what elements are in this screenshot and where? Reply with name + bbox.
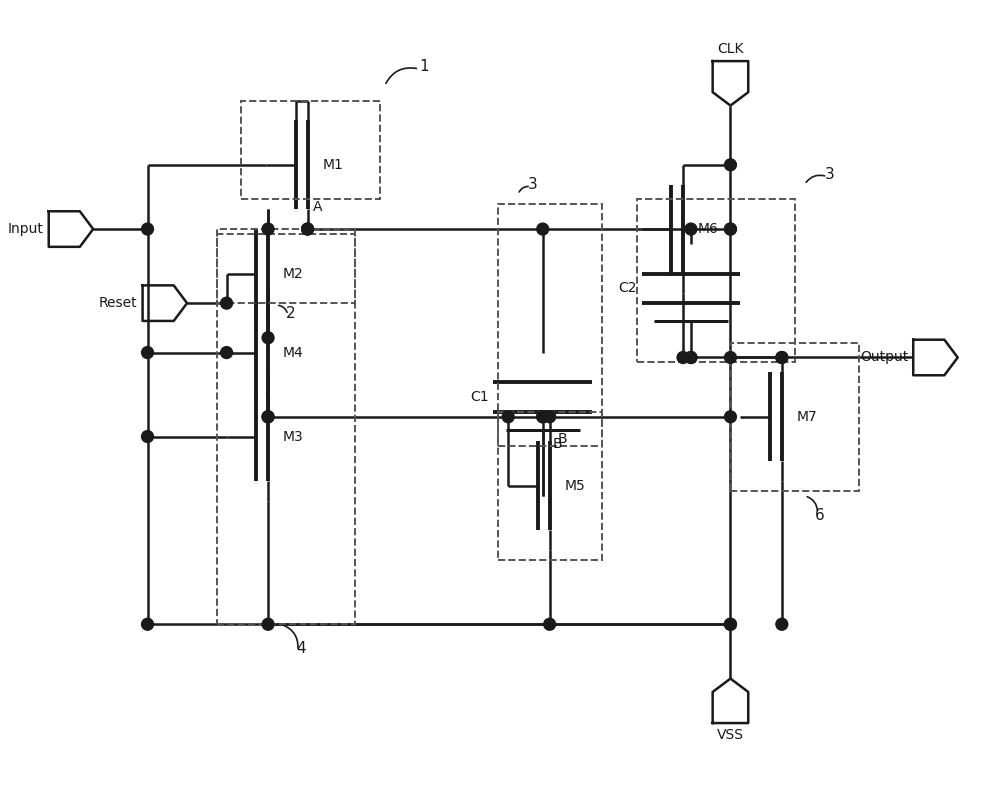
Text: C1: C1 bbox=[470, 390, 488, 404]
Text: Input: Input bbox=[8, 222, 44, 236]
Text: 1: 1 bbox=[419, 58, 429, 73]
Circle shape bbox=[725, 223, 736, 235]
Circle shape bbox=[537, 223, 549, 235]
Bar bbox=[217, 234, 355, 624]
Circle shape bbox=[544, 410, 556, 422]
Text: M3: M3 bbox=[283, 430, 304, 444]
Text: M2: M2 bbox=[283, 266, 304, 281]
Circle shape bbox=[221, 347, 232, 359]
Text: 3: 3 bbox=[528, 177, 538, 192]
Circle shape bbox=[685, 223, 697, 235]
Bar bbox=[217, 229, 355, 303]
Circle shape bbox=[537, 410, 549, 422]
Circle shape bbox=[776, 351, 788, 363]
Circle shape bbox=[544, 618, 556, 630]
Bar bbox=[241, 100, 380, 199]
Circle shape bbox=[262, 618, 274, 630]
Circle shape bbox=[221, 297, 232, 309]
Text: 6: 6 bbox=[815, 508, 824, 523]
Circle shape bbox=[776, 618, 788, 630]
Text: VSS: VSS bbox=[717, 728, 744, 742]
Text: B: B bbox=[558, 432, 567, 446]
Circle shape bbox=[725, 223, 736, 235]
Text: Reset: Reset bbox=[99, 296, 138, 310]
Circle shape bbox=[142, 223, 153, 235]
Circle shape bbox=[142, 347, 153, 359]
Circle shape bbox=[685, 351, 697, 363]
Text: CLK: CLK bbox=[717, 42, 744, 56]
Circle shape bbox=[262, 410, 274, 422]
Circle shape bbox=[142, 430, 153, 442]
Circle shape bbox=[537, 410, 549, 422]
Circle shape bbox=[725, 159, 736, 171]
Circle shape bbox=[302, 223, 314, 235]
Bar bbox=[498, 204, 602, 446]
Circle shape bbox=[725, 351, 736, 363]
Text: M4: M4 bbox=[283, 346, 304, 359]
Bar bbox=[730, 343, 859, 491]
Circle shape bbox=[302, 223, 314, 235]
Text: C2: C2 bbox=[618, 281, 637, 296]
Bar bbox=[637, 199, 795, 363]
Text: M7: M7 bbox=[797, 410, 817, 424]
Text: M5: M5 bbox=[564, 479, 585, 493]
Circle shape bbox=[776, 351, 788, 363]
Circle shape bbox=[142, 618, 153, 630]
Text: M6: M6 bbox=[698, 222, 719, 236]
Text: Output: Output bbox=[860, 351, 908, 364]
Bar bbox=[498, 412, 602, 560]
Circle shape bbox=[502, 410, 514, 422]
Text: 4: 4 bbox=[296, 642, 305, 657]
Text: M1: M1 bbox=[322, 158, 343, 172]
Text: 2: 2 bbox=[286, 305, 296, 320]
Circle shape bbox=[685, 351, 697, 363]
Circle shape bbox=[725, 618, 736, 630]
Text: A: A bbox=[313, 200, 322, 214]
Circle shape bbox=[725, 618, 736, 630]
Circle shape bbox=[262, 410, 274, 422]
Text: 3: 3 bbox=[824, 167, 834, 183]
Circle shape bbox=[262, 332, 274, 344]
Circle shape bbox=[677, 351, 689, 363]
Text: B: B bbox=[553, 437, 562, 450]
Circle shape bbox=[262, 223, 274, 235]
Circle shape bbox=[725, 410, 736, 422]
